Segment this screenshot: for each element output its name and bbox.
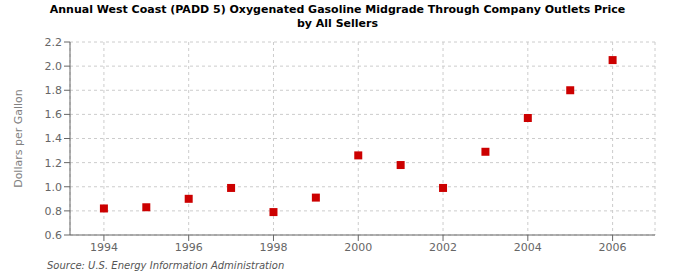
svg-text:2004: 2004 bbox=[514, 241, 542, 254]
svg-text:1996: 1996 bbox=[175, 241, 203, 254]
svg-text:2.2: 2.2 bbox=[45, 36, 63, 49]
svg-text:1994: 1994 bbox=[90, 241, 118, 254]
html-text:Source: U.S. Energy Informatio: Source: U.S. Energy Information Administ… bbox=[47, 260, 285, 271]
svg-text:0.8: 0.8 bbox=[45, 205, 63, 218]
svg-text:2.0: 2.0 bbox=[45, 60, 63, 73]
svg-text:2000: 2000 bbox=[344, 241, 372, 254]
svg-text:1998: 1998 bbox=[259, 241, 287, 254]
html-text:by All Sellers: by All Sellers bbox=[296, 17, 379, 30]
svg-text:1.8: 1.8 bbox=[45, 84, 63, 97]
html-text:Annual West Coast (PADD 5) Oxy: Annual West Coast (PADD 5) Oxygenated Ga… bbox=[49, 3, 626, 16]
svg-text:0.6: 0.6 bbox=[45, 229, 63, 242]
svg-text:Dollars per Gallon: Dollars per Gallon bbox=[12, 89, 25, 188]
svg-text:2002: 2002 bbox=[429, 241, 457, 254]
svg-text:1.4: 1.4 bbox=[45, 132, 63, 145]
svg-text:1.6: 1.6 bbox=[45, 108, 63, 121]
svg-text:1.2: 1.2 bbox=[45, 157, 63, 170]
svg-text:1.0: 1.0 bbox=[45, 181, 63, 194]
svg-text:2006: 2006 bbox=[599, 241, 627, 254]
